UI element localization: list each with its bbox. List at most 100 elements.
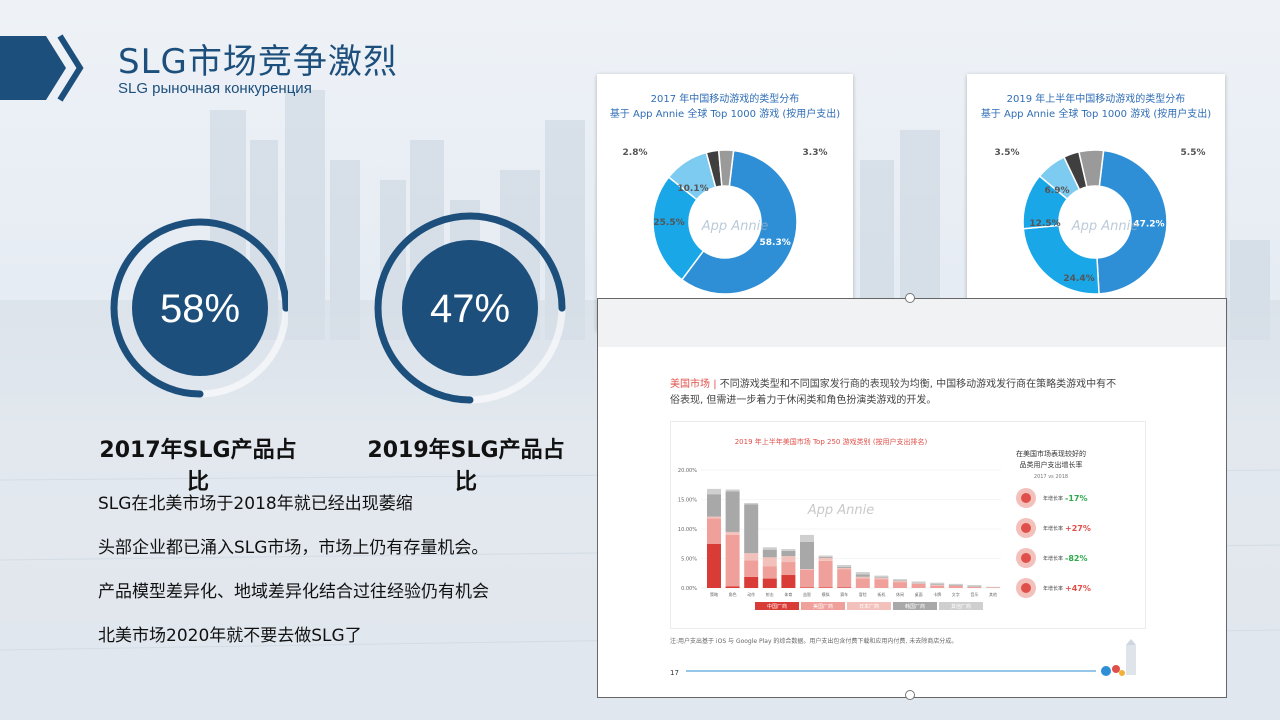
page-number: 17 (670, 669, 679, 677)
pie-slice (680, 149, 798, 295)
pie-watermark: App Annie (1071, 219, 1139, 234)
stacked-bar-chart: 2019 年上半年美国市场 Top 250 游戏类别 (按用户支出排名) 在美国… (678, 437, 1091, 610)
pie-slice-label: 2.8% (623, 148, 648, 158)
pie-slice (1096, 149, 1168, 295)
ring-gauge-2019: 47% (374, 212, 566, 404)
pie-slice-label: 3.3% (803, 148, 828, 158)
pie-slice-label: 24.4% (1063, 274, 1094, 284)
x-tick-label: 射击 (766, 591, 774, 597)
bar-segment (967, 585, 982, 587)
report-header-band (598, 299, 1226, 347)
bar-segment (818, 556, 833, 558)
pie-panel-2019: 2019 年上半年中国移动游戏的类型分布 基于 App Annie 全球 Top… (967, 74, 1225, 331)
bar-segment (930, 585, 945, 588)
pie-slice-label: 25.5% (653, 218, 684, 228)
bar-segment (725, 489, 740, 492)
castle-illustration-icon (1101, 639, 1136, 676)
x-tick-label: 桌面 (915, 591, 923, 597)
x-tick-label: 冒险 (859, 591, 867, 597)
pie-slice-label: 12.5% (1029, 219, 1060, 229)
bar-legend-label: 中国厂商 (767, 603, 787, 610)
bar-segment (911, 583, 926, 584)
x-tick-label: 音乐 (970, 591, 978, 597)
x-tick-label: 其他 (989, 591, 997, 597)
ring-value: 47% (430, 287, 510, 331)
bar-segment (762, 547, 777, 550)
bar-segment (893, 580, 907, 581)
bar-segment (781, 556, 796, 563)
report-line-2: 俗表现, 但需进一步着力于休闲类和角色扮演类游戏的开发。 (670, 395, 937, 406)
growth-label: 年增长率 (1043, 495, 1063, 502)
bar-segment (911, 582, 926, 584)
bar-legend-swatch (801, 602, 845, 610)
bar-segment (855, 572, 870, 575)
ring-label-2019: 2019年SLG产品占比 (367, 438, 565, 495)
bar-segment (930, 582, 945, 585)
bar-segment (874, 575, 889, 578)
bar-legend-label: 美国厂商 (813, 603, 833, 610)
report-lead: 美国市场 (670, 379, 710, 390)
bar-segment (707, 518, 721, 544)
pie-panel-2017: 2017 年中国移动游戏的类型分布 基于 App Annie 全球 Top 10… (597, 74, 853, 331)
bullet-item: 产品模型差异化、地域差异化结合过往经验仍有机会 (98, 582, 489, 602)
bar-segment (986, 587, 1000, 588)
bar-watermark: App Annie (807, 503, 875, 518)
pie-slice-label: 47.2% (1133, 220, 1164, 230)
bullet-item: SLG在北美市场于2018年就已经出现萎缩 (98, 494, 413, 514)
bar-segment (948, 585, 963, 586)
bar-segment (725, 531, 740, 535)
bar-segment (800, 569, 814, 588)
bar-segment (967, 586, 982, 587)
genre-icon-core (1021, 493, 1031, 503)
pie-slice-label: 10.1% (677, 184, 708, 194)
bar-segment (837, 566, 852, 568)
bar-segment (855, 576, 870, 579)
growth-value: -82% (1065, 554, 1087, 563)
pie-slice-label: 6.9% (1045, 186, 1070, 196)
bar-segment (948, 583, 963, 586)
bar-segment (893, 582, 907, 588)
bar-legend-label: 日本厂商 (859, 603, 879, 610)
bar-segment (762, 578, 777, 588)
pie-slice-label: 58.3% (760, 238, 791, 248)
bar-segment (744, 553, 759, 561)
bar-legend-label: 其他厂商 (951, 603, 971, 610)
bar-segment (781, 562, 796, 576)
bar-segment (800, 541, 814, 570)
bar-segment (781, 549, 796, 551)
x-tick-label: 模拟 (822, 591, 830, 597)
bar-segment (986, 586, 1000, 588)
bar-legend-swatch (893, 602, 937, 610)
bar-segment (837, 569, 852, 588)
side-title-2: 品类用户支出增长率 (1020, 460, 1083, 469)
y-tick-label: 20.00% (678, 468, 697, 474)
growth-label: 年增长率 (1043, 585, 1063, 592)
x-tick-label: 角色 (729, 591, 737, 597)
bar-segment (707, 494, 721, 517)
bar-segment (874, 579, 889, 588)
report-line-1: 不同游戏类型和不同国家发行商的表现较为均衡, 中国移动游戏发行商在策略类游戏中有… (719, 379, 1117, 390)
resize-handle-bottom[interactable] (905, 690, 915, 700)
bar-segment (725, 534, 740, 587)
ring-progress-arc (374, 212, 566, 404)
bar-segment (725, 491, 740, 532)
bar-segment (800, 569, 814, 570)
y-tick-label: 15.00% (678, 498, 697, 504)
bar-segment (911, 581, 926, 583)
bar-segment (744, 560, 759, 577)
report-page: 美国市场 | 不同游戏类型和不同国家发行商的表现较为均衡, 中国移动游戏发行商在… (597, 298, 1227, 698)
pie-slice-label: 5.5% (1181, 148, 1206, 158)
genre-icon-core (1021, 523, 1031, 533)
pie-slice (1077, 149, 1105, 188)
bar-segment (781, 550, 796, 557)
x-tick-label: 动作 (747, 591, 755, 597)
growth-label: 年增长率 (1043, 525, 1063, 532)
bar-segment (930, 584, 945, 586)
bar-segment (948, 585, 963, 588)
report-separator: | (713, 379, 717, 390)
bar-segment (725, 586, 740, 588)
page-title: SLG市场竞争激烈 (118, 42, 398, 82)
resize-handle-top[interactable] (905, 293, 915, 303)
x-tick-label: 赛车 (840, 591, 848, 597)
bar-segment (762, 549, 777, 558)
